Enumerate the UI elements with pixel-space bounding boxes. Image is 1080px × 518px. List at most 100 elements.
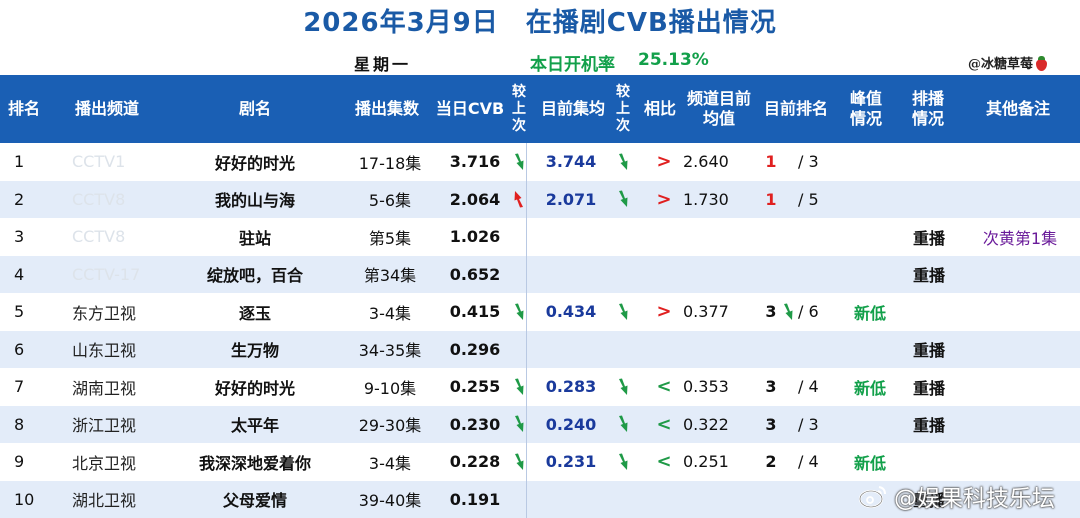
- rerun-cell: 重播: [912, 378, 945, 398]
- rank-cell: 8: [14, 414, 25, 434]
- avg-cell: [540, 481, 602, 518]
- avg-cell: 3.744: [545, 152, 597, 171]
- note-cell: [972, 443, 1068, 480]
- compare-cell: >: [656, 188, 672, 210]
- note-cell: [972, 293, 1068, 330]
- rank-trend-cell: [780, 256, 796, 293]
- show-title-cell: 绽放吧，百合: [206, 266, 303, 285]
- weekday-label: 星期一: [354, 55, 412, 74]
- cvb-cell: 0.652: [449, 264, 501, 284]
- rank-total-cell: [798, 218, 826, 255]
- current-rank-cell: 3: [765, 414, 777, 434]
- header-rerun: 排播情况: [911, 89, 944, 128]
- channel-avg-cell: 0.322: [683, 414, 729, 434]
- rank-trend-cell: [780, 143, 796, 180]
- avg-cell: 0.434: [545, 302, 597, 321]
- peak-cell: 新低: [853, 453, 886, 473]
- rank-total-cell: / 4: [798, 452, 819, 471]
- cvb-cell: 0.296: [449, 339, 501, 359]
- channel-avg-cell: 2.640: [683, 152, 729, 171]
- show-title-cell: 生万物: [230, 341, 279, 360]
- episodes-cell: 29-30集: [358, 416, 422, 435]
- channel-avg-cell: 0.353: [683, 377, 729, 396]
- channel-avg-cell: [683, 256, 743, 293]
- watermark: @娱果科技乐坛: [858, 478, 1080, 514]
- subtitle-bar: 星期一 本日开机率 25.13% @冰糖草莓: [0, 48, 1080, 75]
- current-rank-cell: [762, 218, 780, 255]
- episodes-cell: 3-4集: [368, 303, 412, 323]
- channel-avg-cell: 1.730: [683, 189, 729, 209]
- header-episodes: 播出集数: [354, 99, 419, 118]
- avg-trend-cell: [612, 368, 634, 405]
- rank-trend-cell: [780, 368, 796, 405]
- compare-cell: [652, 256, 676, 293]
- channel-avg-cell: 0.251: [683, 452, 729, 471]
- rank-cell: 9: [14, 452, 25, 471]
- avg-trend-cell: [612, 143, 634, 180]
- trend-cell: [508, 181, 530, 218]
- avg-trend-cell: [612, 331, 634, 368]
- avg-cell: [540, 218, 602, 255]
- peak-cell: [848, 218, 892, 255]
- rank-trend-cell: [780, 406, 796, 443]
- rerun-cell: 重播: [912, 228, 945, 248]
- down-arrow-icon: [784, 303, 793, 320]
- cvb-cell: 0.415: [449, 302, 501, 321]
- avg-cell: [540, 331, 602, 368]
- note-cell: 次黄第1集: [982, 228, 1058, 248]
- note-cell: [972, 331, 1068, 368]
- peak-cell: 新低: [853, 303, 886, 323]
- rank-trend-cell: [780, 443, 796, 480]
- channel-cell: 北京卫视: [72, 453, 137, 473]
- header-avg: 目前集均: [540, 99, 605, 118]
- down-arrow-icon: [515, 153, 524, 170]
- rerun-cell: 重播: [912, 266, 945, 285]
- table-row: 7 湖南卫视 好好的时光 9-10集 0.255 0.283 <0.353 3 / 4 新低 重播: [0, 368, 1080, 405]
- avg-cell: 0.283: [545, 377, 597, 396]
- show-title-cell: 驻站: [238, 228, 271, 248]
- author-credit: @冰糖草莓: [968, 53, 1048, 72]
- cvb-cell: 0.191: [449, 489, 501, 509]
- page-title: 2026年3月9日 在播剧CVB播出情况: [303, 8, 777, 38]
- note-cell: [972, 181, 1068, 218]
- trend-cell: [508, 406, 530, 443]
- rank-cell: 7: [14, 377, 25, 396]
- rank-trend-cell: [780, 481, 796, 518]
- viewing-rate-label: 本日开机率: [530, 55, 615, 75]
- peak-cell: [848, 406, 892, 443]
- table-header: 排名 播出频道 剧名 播出集数 当日CVB 较上次 目前集均 较上次 相比 频道…: [0, 75, 1080, 143]
- show-title-cell: 太平年: [230, 416, 279, 435]
- compare-cell: <: [656, 413, 672, 435]
- rank-trend-cell: [780, 331, 796, 368]
- avg-trend-cell: [612, 481, 634, 518]
- channel-avg-cell: [683, 481, 743, 518]
- show-title-cell: 我的山与海: [214, 191, 295, 210]
- rank-total-cell: [798, 481, 826, 518]
- compare-cell: >: [656, 301, 672, 322]
- peak-cell: [848, 181, 892, 218]
- channel-cell: CCTV-17: [72, 264, 141, 284]
- current-rank-cell: 1: [765, 152, 777, 171]
- episodes-cell: 39-40集: [358, 491, 422, 510]
- episodes-cell: 第5集: [368, 228, 412, 248]
- current-rank-cell: 3: [765, 377, 777, 396]
- down-arrow-icon: [515, 303, 524, 320]
- down-arrow-icon: [619, 415, 628, 432]
- header-show: 剧名: [238, 99, 271, 118]
- down-arrow-icon: [515, 415, 524, 432]
- avg-cell: 0.231: [545, 452, 597, 471]
- avg-trend-cell: [612, 256, 634, 293]
- table-row: 2 CCTV8 我的山与海 5-6集 2.064 2.071 >1.730 1 / 5: [0, 180, 1080, 218]
- rerun-cell: [906, 143, 952, 180]
- header-vs-prev-1: 较上次: [512, 83, 526, 134]
- note-cell: [972, 406, 1068, 443]
- header-channel: 播出频道: [74, 99, 139, 118]
- channel-avg-cell: [683, 218, 743, 255]
- down-arrow-icon: [619, 153, 628, 170]
- avg-cell: 0.240: [545, 414, 597, 434]
- down-arrow-icon: [515, 378, 524, 395]
- current-rank-cell: [762, 331, 780, 368]
- watermark-text: @娱果科技乐坛: [894, 486, 1055, 512]
- cvb-cell: 2.064: [449, 189, 501, 209]
- rank-total-cell: / 4: [798, 377, 819, 396]
